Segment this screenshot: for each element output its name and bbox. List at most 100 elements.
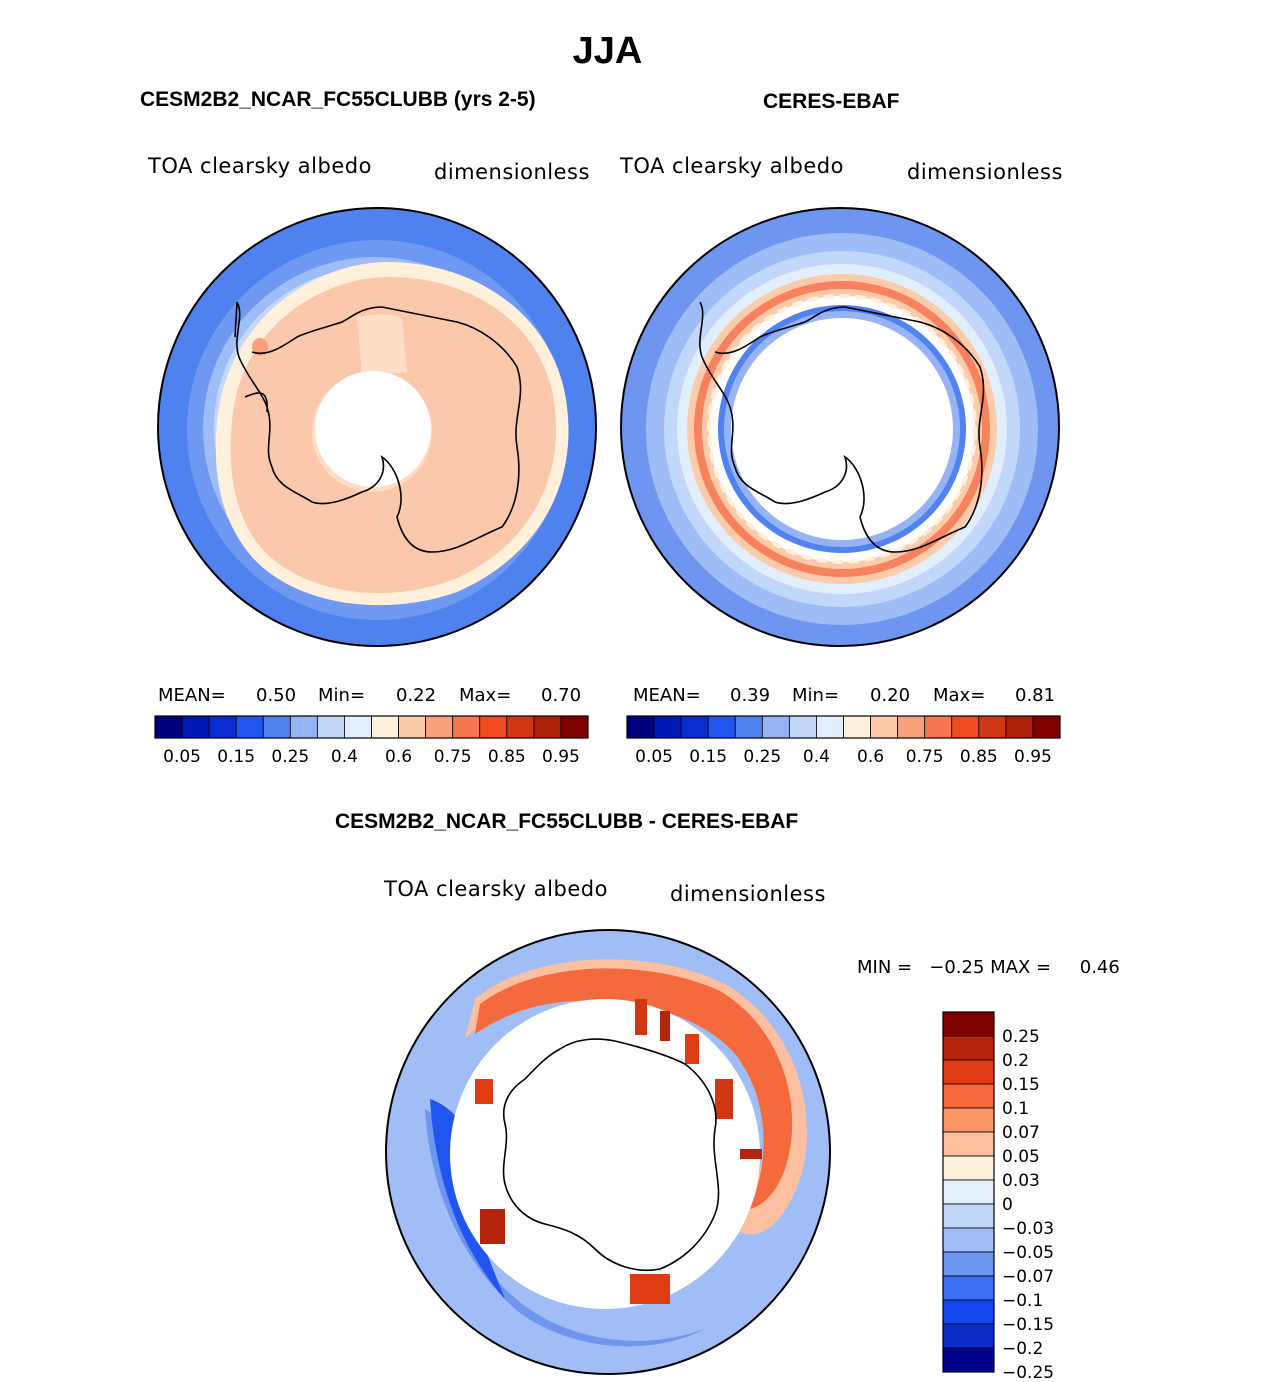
diff-colorbar-swatch (942, 1251, 995, 1277)
variable-label-left: TOA clearsky albedo (148, 154, 372, 178)
colorbar-swatch (734, 715, 763, 739)
colorbar-swatch (154, 715, 183, 739)
max-value-left: 0.70 (541, 685, 582, 706)
colorbar-swatch (1032, 715, 1061, 739)
map-difference-albedo (385, 929, 831, 1375)
diff-colorbar-swatch (942, 1227, 995, 1253)
units-label-left: dimensionless (434, 160, 590, 184)
diff-colorbar-swatch (942, 1275, 995, 1301)
diff-colorbar-swatch (942, 1299, 995, 1325)
max-label-left: Max= (459, 685, 512, 706)
diff-colorbar-tick-label: 0.2 (1002, 1051, 1029, 1071)
colorbar-ceres: 0.05 0.15 0.25 0.4 0.6 0.75 0.85 0.95 (626, 715, 1061, 767)
diff-colorbar-swatch (942, 1011, 995, 1037)
max-label-right: Max= (933, 685, 986, 706)
figure-title: JJA (572, 30, 643, 72)
mean-value-right: 0.39 (730, 685, 771, 706)
diff-minmax: MIN = −0.25 MAX = 0.46 (857, 957, 1120, 978)
diff-colorbar-swatch (942, 1131, 995, 1157)
diff-colorbar-swatch (942, 1179, 995, 1205)
diff-colorbar-tick-label: 0 (1002, 1195, 1013, 1215)
colorbar-swatch (761, 715, 790, 739)
diff-colorbar-tick-label: −0.1 (1002, 1291, 1043, 1311)
colorbar-swatch (425, 715, 454, 739)
diff-colorbar-tick-label: 0.05 (1002, 1147, 1040, 1167)
diff-colorbar-tick-label: 0.25 (1002, 1027, 1040, 1047)
colorbar-swatch (680, 715, 709, 739)
colorbar-swatch (653, 715, 682, 739)
map-model-albedo (157, 207, 597, 647)
diff-colorbar-swatch (942, 1203, 995, 1229)
diff-colorbar-swatch (942, 1083, 995, 1109)
diff-colorbar-tick-label: −0.03 (1002, 1219, 1054, 1239)
units-label-bottom: dimensionless (670, 882, 826, 906)
panel-title-difference: CESM2B2_NCAR_FC55CLUBB - CERES-EBAF (335, 810, 799, 833)
colorbar-swatch (707, 715, 736, 739)
colorbar-tick-label: 0.4 (803, 747, 830, 767)
diff-colorbar-tick-label: −0.07 (1002, 1267, 1054, 1287)
colorbar-swatch (897, 715, 926, 739)
diff-colorbar-tick-label: −0.15 (1002, 1315, 1054, 1335)
colorbar-swatch (816, 715, 844, 739)
diff-colorbar-tick-label: 0.03 (1002, 1171, 1040, 1191)
diff-colorbar-swatch (942, 1323, 995, 1349)
colorbar-tick-label: 0.25 (271, 747, 309, 767)
colorbar-swatch (289, 715, 318, 739)
colorbar-swatch (371, 715, 399, 739)
mean-label-left: MEAN= (158, 685, 226, 706)
colorbar-swatch (924, 715, 953, 739)
colorbar-swatch (208, 715, 237, 739)
diff-colorbar-tick-label: −0.05 (1002, 1243, 1054, 1263)
colorbar-swatch (262, 715, 291, 739)
colorbar-swatch (398, 715, 427, 739)
colorbar-tick-label: 0.25 (743, 747, 781, 767)
colorbar-swatch (1005, 715, 1034, 739)
colorbar-difference: 0.25 0.2 0.15 0.1 0.07 0.05 0.03 0 −0.03 −0.05 −0.… (942, 1011, 1054, 1382)
diff-colorbar-tick-label: 0.1 (1002, 1099, 1029, 1119)
colorbar-tick-label: 0.05 (163, 747, 201, 767)
colorbar-model: 0.05 0.15 0.25 0.4 0.6 0.75 0.85 0.95 (154, 715, 589, 767)
diff-colorbar-swatch (942, 1059, 995, 1085)
colorbar-tick-label: 0.15 (689, 747, 727, 767)
colorbar-tick-label: 0.6 (857, 747, 884, 767)
colorbar-swatch (316, 715, 345, 739)
diff-colorbar-swatch (942, 1035, 995, 1061)
colorbar-tick-label: 0.85 (960, 747, 998, 767)
panel-title-model: CESM2B2_NCAR_FC55CLUBB (yrs 2-5) (140, 88, 536, 111)
diff-colorbar-swatch (942, 1347, 995, 1373)
colorbar-swatch (788, 715, 817, 739)
colorbar-tick-label: 0.85 (488, 747, 526, 767)
colorbar-tick-label: 0.05 (635, 747, 673, 767)
colorbar-swatch (870, 715, 899, 739)
diff-colorbar-tick-label: −0.25 (1002, 1363, 1054, 1382)
colorbar-tick-label: 0.6 (385, 747, 412, 767)
min-label-right: Min= (792, 685, 840, 706)
diff-colorbar-tick-label: 0.15 (1002, 1075, 1040, 1095)
colorbar-swatch (181, 715, 210, 739)
panel-title-obs: CERES-EBAF (763, 90, 900, 113)
colorbar-swatch (344, 715, 372, 739)
units-label-right: dimensionless (907, 160, 1063, 184)
colorbar-swatch (843, 715, 871, 739)
colorbar-swatch (533, 715, 562, 739)
colorbar-swatch (506, 715, 535, 739)
colorbar-tick-label: 0.4 (331, 747, 358, 767)
map-ceres-albedo (620, 207, 1060, 647)
colorbar-swatch (626, 715, 655, 739)
colorbar-swatch (452, 715, 481, 739)
mean-value-left: 0.50 (256, 685, 297, 706)
variable-label-bottom: TOA clearsky albedo (384, 877, 608, 901)
colorbar-swatch (560, 715, 589, 739)
colorbar-swatch (951, 715, 980, 739)
variable-label-right: TOA clearsky albedo (620, 154, 844, 178)
colorbar-swatch (479, 715, 508, 739)
colorbar-swatch (235, 715, 264, 739)
diff-colorbar-swatch (942, 1155, 995, 1181)
diff-colorbar-tick-label: 0.07 (1002, 1123, 1040, 1143)
colorbar-tick-label: 0.95 (1014, 747, 1052, 767)
min-value-right: 0.20 (870, 685, 911, 706)
diff-colorbar-swatch (942, 1107, 995, 1133)
colorbar-tick-label: 0.15 (217, 747, 255, 767)
max-value-right: 0.81 (1015, 685, 1056, 706)
colorbar-tick-label: 0.75 (434, 747, 472, 767)
